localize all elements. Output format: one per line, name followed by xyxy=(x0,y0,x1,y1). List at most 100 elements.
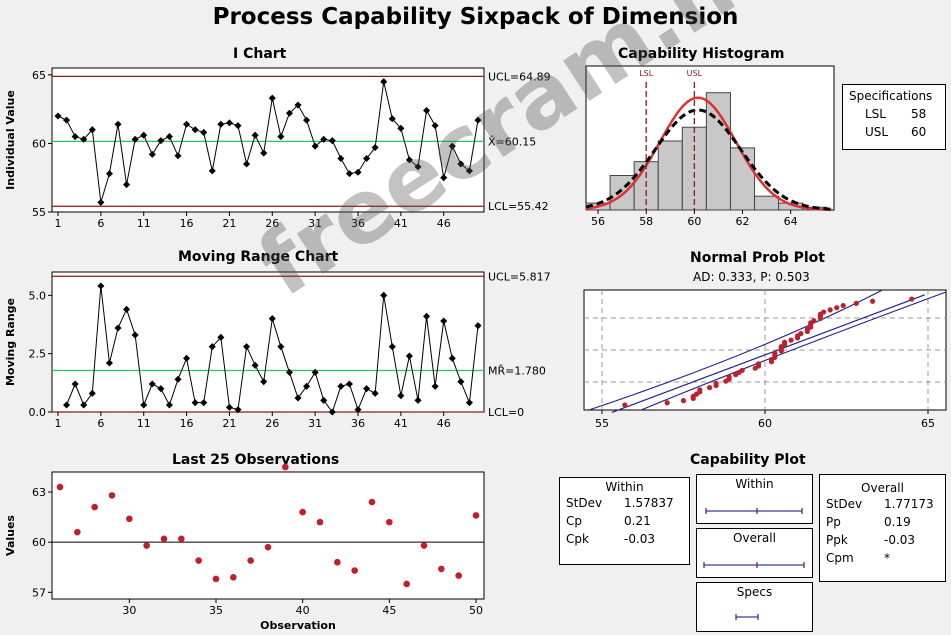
data-point xyxy=(440,174,448,182)
data-point xyxy=(328,137,336,145)
data-point xyxy=(71,133,79,141)
data-point xyxy=(108,492,116,499)
data-point xyxy=(243,343,251,351)
x-tick-label: 46 xyxy=(437,417,451,430)
data-point xyxy=(294,101,302,109)
x-tick-label: 41 xyxy=(394,417,408,430)
overall-row: Pp 0.19 xyxy=(820,513,945,531)
data-point xyxy=(457,378,465,386)
x-tick-label: 16 xyxy=(180,217,194,230)
spec-row-usl: USL 60 xyxy=(843,123,945,141)
plot-area xyxy=(51,471,485,600)
data-point xyxy=(225,403,233,411)
data-point xyxy=(282,463,289,471)
data-point xyxy=(131,135,139,143)
data-point xyxy=(123,305,131,313)
y-tick-label: 65 xyxy=(32,69,46,82)
data-point xyxy=(821,309,827,315)
data-point xyxy=(217,333,225,341)
y-axis-label: Moving Range xyxy=(4,298,17,386)
data-point xyxy=(88,389,96,397)
data-point xyxy=(251,361,259,369)
data-point xyxy=(303,382,311,390)
center-label: MR̄=1.780 xyxy=(488,364,546,377)
data-point xyxy=(380,291,388,299)
data-point xyxy=(148,380,156,388)
usl-label: USL xyxy=(687,69,703,78)
y-tick-label: 2.5 xyxy=(29,348,47,361)
data-point xyxy=(328,408,336,416)
data-point xyxy=(363,154,371,163)
data-point xyxy=(277,343,285,351)
page-title: Process Capability Sixpack of Dimension xyxy=(212,4,739,30)
data-point xyxy=(455,572,462,579)
data-point xyxy=(123,181,131,189)
data-point xyxy=(264,543,272,551)
y-tick-label: 5.0 xyxy=(29,289,47,302)
spec-value: 58 xyxy=(911,107,927,121)
data-point xyxy=(351,567,358,574)
data-point xyxy=(251,131,259,139)
data-point xyxy=(438,565,445,573)
data-point xyxy=(334,558,341,566)
data-point xyxy=(755,361,762,367)
data-point xyxy=(363,385,371,393)
data-point xyxy=(354,406,362,414)
data-point xyxy=(316,518,324,526)
data-point xyxy=(397,392,405,400)
data-point xyxy=(403,580,410,588)
data-point xyxy=(260,149,268,157)
data-point xyxy=(303,116,311,124)
cap-bar-specs: Specs xyxy=(696,582,813,632)
stat-label: StDev xyxy=(566,496,603,510)
x-tick-label: 30 xyxy=(122,604,136,617)
data-point xyxy=(114,324,122,332)
spec-label: USL xyxy=(865,125,889,139)
data-point xyxy=(713,380,719,386)
data-point xyxy=(131,331,139,339)
x-tick-label: 16 xyxy=(180,417,194,430)
overall-row: StDev 1.77173 xyxy=(820,495,945,513)
data-point xyxy=(345,170,353,178)
data-point xyxy=(320,396,328,404)
data-point xyxy=(386,518,393,526)
data-point xyxy=(105,359,113,367)
x-tick-label: 11 xyxy=(137,417,151,430)
data-point xyxy=(431,382,439,390)
data-point xyxy=(320,135,328,143)
y-tick-label: 57 xyxy=(32,586,46,599)
data-point xyxy=(200,128,208,136)
x-tick-label: 21 xyxy=(222,417,236,430)
data-point xyxy=(664,400,670,406)
stat-label: Cpk xyxy=(566,532,589,546)
x-tick-label: 11 xyxy=(137,217,151,230)
data-point xyxy=(772,350,778,356)
data-point xyxy=(726,374,732,380)
data-point xyxy=(457,160,465,168)
data-point xyxy=(311,368,319,376)
x-tick-label: 64 xyxy=(784,215,798,228)
data-point xyxy=(337,154,345,163)
data-point xyxy=(105,170,113,178)
x-tick-label: 31 xyxy=(308,217,322,230)
data-point xyxy=(285,368,293,376)
data-point xyxy=(247,557,254,564)
within-fit-curve xyxy=(585,96,832,212)
capability-plot-title: Capability Plot xyxy=(690,452,806,468)
data-point xyxy=(420,542,428,549)
data-point xyxy=(472,512,480,519)
x-tick-label: 1 xyxy=(55,417,62,430)
x-tick-label: 6 xyxy=(97,217,104,230)
data-point xyxy=(405,156,413,164)
stat-label: Ppk xyxy=(826,533,848,547)
data-point xyxy=(200,399,208,407)
within-stats-title: Within xyxy=(605,480,644,494)
lower-band xyxy=(588,289,883,411)
stat-value: -0.03 xyxy=(884,533,916,547)
data-point xyxy=(371,144,379,152)
data-point xyxy=(440,317,448,325)
data-point xyxy=(397,124,405,132)
